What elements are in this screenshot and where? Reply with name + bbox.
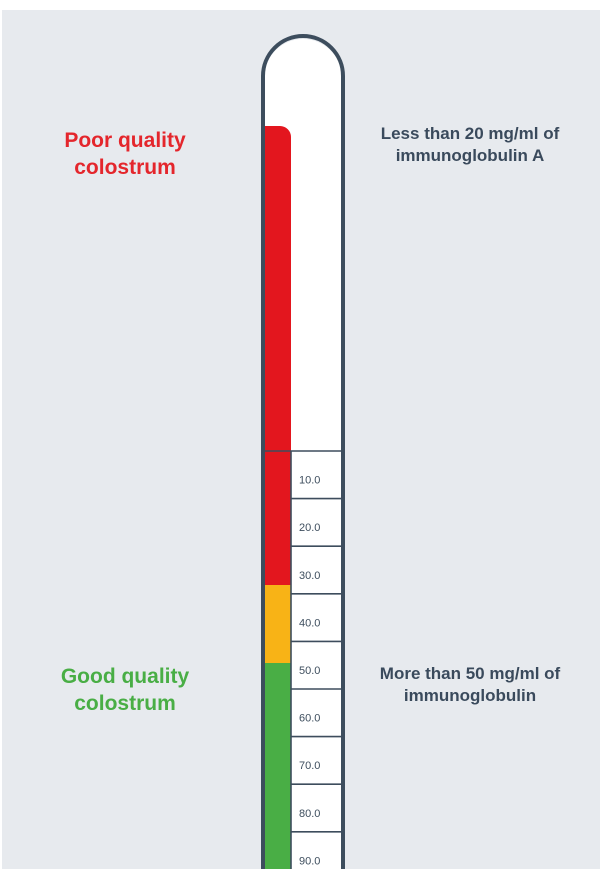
poor-quality-line-1: Poor quality: [64, 129, 186, 152]
scale-tick-label: 40.0: [299, 617, 320, 629]
scale-tick-label: 90.0: [299, 855, 320, 867]
scale-tick-label: 60.0: [299, 713, 320, 725]
high-immunoglobulin-note: More than 50 mg/ml of immunoglobulin: [350, 663, 590, 707]
scale-tick-label: 20.0: [299, 522, 320, 534]
fill-poor-segment: [265, 126, 291, 585]
fill-borderline-segment: [265, 585, 291, 663]
scale-tick-label: 50.0: [299, 665, 320, 677]
good-quality-line-2: colostrum: [74, 691, 176, 715]
good-quality-line-1: Good quality: [60, 665, 190, 688]
low-note-line-2: immunoglobulin A: [395, 145, 545, 165]
scale-tick-label: 70.0: [299, 760, 320, 772]
high-note-line-1: More than 50 mg/ml of: [379, 664, 561, 683]
poor-quality-label: Poor quality colostrum: [36, 128, 214, 182]
scale-tick-label: 30.0: [299, 570, 320, 582]
good-quality-label: Good quality colostrum: [36, 664, 214, 718]
low-note-line-1: Less than 20 mg/ml of: [380, 124, 560, 143]
fill-good-segment: [265, 663, 291, 869]
scale: 10.0 20.0 30.0 40.0 50.0 60.0 70.0 80.0 90.0: [264, 450, 342, 869]
scale-tick-label: 10.0: [299, 475, 320, 487]
high-note-line-2: immunoglobulin: [403, 685, 537, 705]
tube-outline: [261, 34, 345, 869]
poor-quality-line-2: colostrum: [74, 155, 176, 179]
scale-tick-label: 80.0: [299, 808, 320, 820]
low-immunoglobulin-note: Less than 20 mg/ml of immunoglobulin A: [350, 123, 590, 167]
